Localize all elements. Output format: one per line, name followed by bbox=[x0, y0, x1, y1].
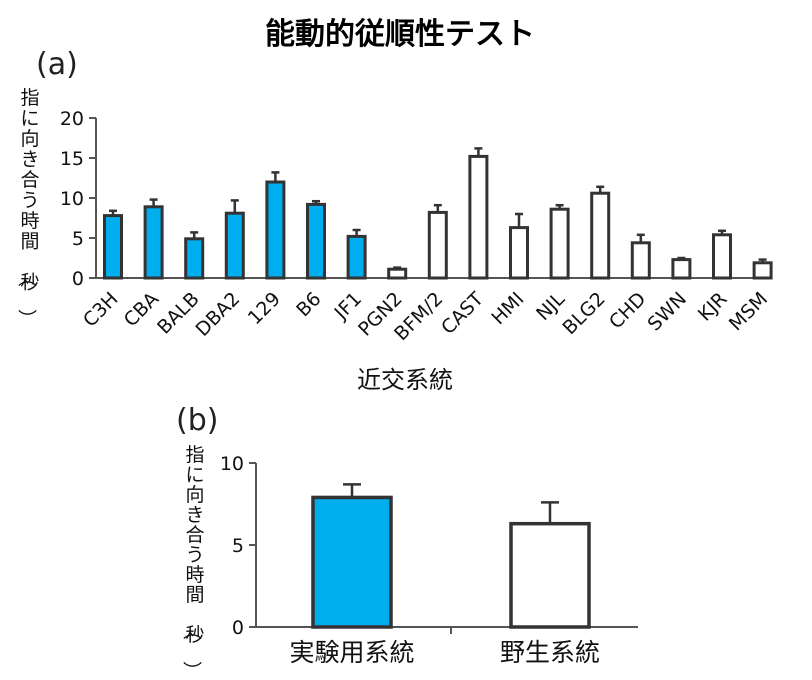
x-tick-label: MSM bbox=[725, 288, 772, 335]
bar bbox=[311, 495, 393, 629]
x-tick-label: CHD bbox=[605, 288, 650, 333]
x-tick-label: C3H bbox=[79, 288, 123, 332]
y-tick-label: 10 bbox=[220, 453, 244, 475]
bar bbox=[265, 180, 286, 280]
bar bbox=[590, 191, 611, 280]
y-tick-label: 15 bbox=[60, 148, 84, 170]
y-tick-label: 10 bbox=[60, 188, 84, 210]
bar bbox=[346, 234, 367, 280]
bar bbox=[671, 258, 692, 280]
bar bbox=[306, 202, 326, 280]
x-tick-label: SWN bbox=[644, 288, 691, 335]
x-tick-label: DBA2 bbox=[191, 288, 244, 341]
panel-b-label: (b) bbox=[176, 403, 218, 438]
bar bbox=[549, 207, 570, 280]
x-tick-label: CAST bbox=[437, 288, 488, 339]
bar bbox=[630, 241, 651, 280]
y-tick-label: 0 bbox=[232, 617, 244, 639]
y-axis-label: 指に向き合う時間（秒） bbox=[180, 444, 204, 680]
bar bbox=[184, 237, 205, 280]
bar bbox=[224, 211, 245, 280]
panel-a-xlabel: 近交系統 bbox=[357, 366, 453, 394]
y-tick-label: 5 bbox=[72, 228, 84, 250]
y-axis-label: 指に向き合う時間（秒） bbox=[15, 87, 39, 328]
bar bbox=[509, 226, 529, 280]
x-tick-label: HMI bbox=[487, 288, 528, 329]
y-tick-label: 20 bbox=[60, 108, 84, 130]
panel-a-label: (a) bbox=[36, 47, 78, 82]
bar bbox=[509, 521, 591, 629]
x-tick-label: 実験用系統 bbox=[289, 638, 414, 667]
x-tick-label: 129 bbox=[244, 288, 285, 329]
x-tick-label: BLG2 bbox=[559, 288, 610, 339]
bar bbox=[752, 261, 773, 280]
y-tick-label: 0 bbox=[72, 268, 84, 290]
x-tick-label: 野生系統 bbox=[500, 638, 600, 667]
panel-b-chart: 0 5 10 指に向き合う時間（秒） 実験用系統 野生系統 bbox=[180, 444, 638, 680]
bar bbox=[387, 267, 408, 280]
chart-title: 能動的従順性テスト bbox=[265, 17, 535, 52]
y-tick-label: 5 bbox=[232, 535, 244, 557]
x-tick-label: B6 bbox=[292, 288, 325, 321]
bar bbox=[103, 214, 123, 280]
bar bbox=[143, 205, 164, 280]
bar bbox=[427, 210, 448, 280]
bar bbox=[712, 233, 732, 280]
bar bbox=[468, 154, 489, 280]
